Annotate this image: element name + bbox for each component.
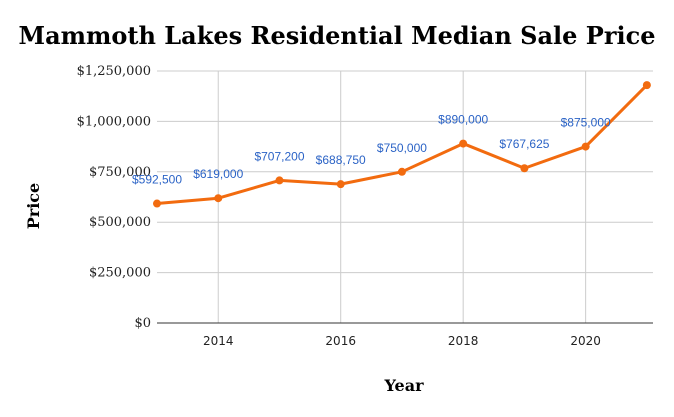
- x-tick-labels: 2014 2016 2018 2020: [203, 334, 601, 348]
- x-axis-title: Year: [383, 376, 424, 395]
- x-tick-label: 2016: [325, 334, 356, 348]
- gridlines: [157, 70, 653, 323]
- data-point: [581, 142, 590, 151]
- y-tick-labels: $0 $250,000 $500,000 $750,000 $1,000,000 $1,2…: [77, 64, 151, 331]
- data-point: [642, 81, 651, 90]
- data-label: $767,625: [499, 137, 549, 151]
- data-point: [153, 199, 161, 208]
- x-tick-label: 2020: [570, 334, 601, 348]
- x-tick-label: 2014: [203, 334, 234, 348]
- x-tick-label: 2018: [448, 334, 479, 348]
- y-tick-label: $500,000: [89, 215, 151, 230]
- data-label: $890,000: [438, 113, 488, 127]
- chart-title: Mammoth Lakes Residential Median Sale Pr…: [19, 21, 656, 50]
- y-tick-label: $1,000,000: [77, 114, 151, 129]
- data-label: $619,000: [193, 167, 243, 181]
- y-tick-label: $1,250,000: [77, 64, 151, 79]
- data-label: $592,500: [132, 173, 182, 187]
- data-point: [520, 164, 529, 173]
- data-point: [397, 167, 406, 176]
- y-tick-label: $250,000: [89, 266, 151, 281]
- data-label: $750,000: [377, 141, 427, 155]
- y-axis-title: Price: [24, 183, 43, 229]
- data-point: [336, 180, 345, 189]
- y-tick-label: $0: [134, 316, 151, 331]
- y-tick-label: $750,000: [89, 165, 151, 180]
- data-point: [275, 176, 284, 185]
- data-point: [459, 139, 468, 148]
- data-labels: $592,500 $619,000 $707,200 $688,750 $750,000…: [132, 113, 611, 187]
- data-point: [214, 194, 223, 203]
- data-points: [153, 81, 651, 208]
- data-label: $875,000: [561, 116, 611, 130]
- data-label: $688,750: [316, 153, 366, 167]
- data-label: $707,200: [254, 149, 304, 163]
